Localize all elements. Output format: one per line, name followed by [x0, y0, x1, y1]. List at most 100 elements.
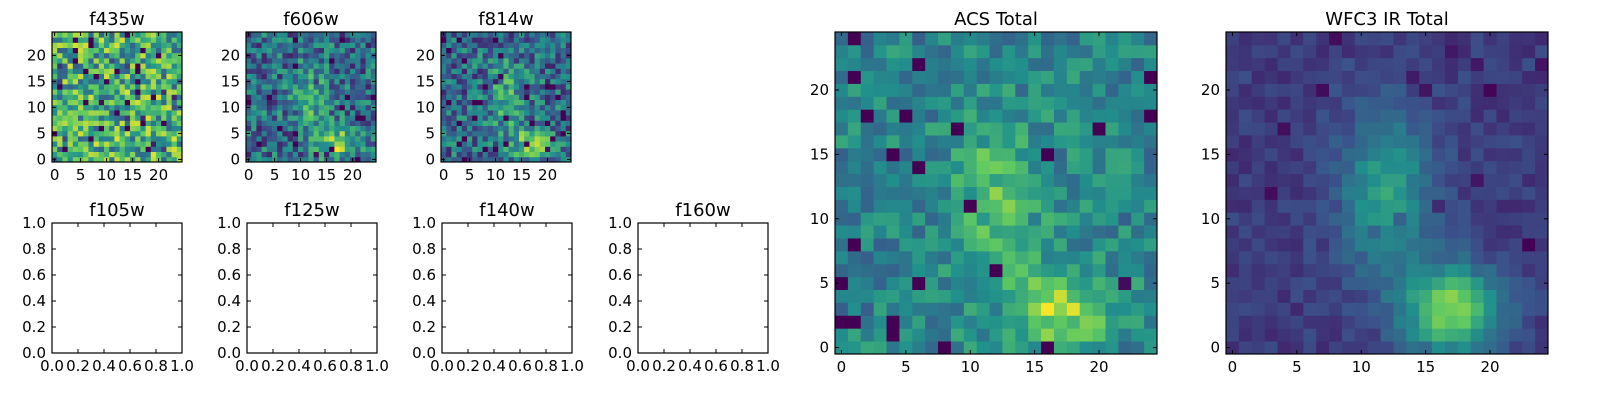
heatmap-cell [1028, 57, 1042, 72]
heatmap-cell [119, 141, 126, 147]
heatmap-cell [1354, 57, 1369, 72]
heatmap-cell [1457, 199, 1472, 213]
heatmap-cell [1028, 135, 1042, 149]
heatmap-cell [1079, 263, 1093, 278]
heatmap-cell [1251, 276, 1266, 290]
x-tick-label: 0.6 [508, 357, 532, 375]
heatmap-cell [62, 151, 68, 158]
heatmap-cell [1118, 135, 1132, 149]
heatmap-cell [938, 135, 952, 149]
heatmap-cell [963, 135, 978, 149]
heatmap-cell [989, 263, 1003, 278]
heatmap-cell [1316, 44, 1330, 59]
heatmap-cell [166, 115, 172, 121]
heatmap-cell [963, 328, 978, 342]
heatmap-cell [145, 141, 152, 147]
heatmap-cell [545, 120, 551, 126]
heatmap-cell [472, 146, 478, 152]
heatmap-cell [1509, 147, 1523, 162]
heatmap-cell [339, 73, 346, 80]
heatmap-cell [140, 42, 146, 48]
heatmap-cell [467, 89, 473, 95]
heatmap-cell [1341, 83, 1356, 97]
heatmap-cell [176, 47, 183, 54]
heatmap-cell [1238, 57, 1253, 72]
heatmap-cell [78, 151, 84, 158]
heatmap-cell [287, 94, 294, 100]
heatmap-cell [324, 99, 330, 106]
heatmap-cell [963, 109, 978, 123]
heatmap-cell [950, 109, 965, 123]
heatmap-cell [989, 199, 1003, 213]
heatmap-cell [360, 94, 366, 100]
y-tick-label: 20 [810, 81, 829, 99]
x-tick-label: 15 [1416, 358, 1435, 376]
heatmap-cell [1432, 225, 1446, 239]
heatmap-cell [451, 94, 457, 100]
heatmap-cell [93, 63, 100, 69]
heatmap-cell [303, 115, 309, 121]
heatmap-cell [140, 63, 146, 69]
heatmap-cell [446, 73, 452, 80]
heatmap-cell [1419, 83, 1433, 97]
heatmap-cell [493, 42, 499, 48]
heatmap-cell [1092, 109, 1106, 123]
heatmap-cell [1316, 315, 1330, 329]
heatmap-cell [266, 146, 273, 152]
heatmap-cell [1535, 212, 1549, 226]
heatmap-cell [287, 63, 294, 69]
heatmap-cell [1041, 315, 1055, 329]
heatmap-cell [550, 68, 556, 74]
heatmap-cell [1251, 32, 1266, 46]
heatmap-cell [124, 63, 131, 69]
heatmap-cell [67, 58, 74, 64]
heatmap-cell [524, 136, 530, 142]
heatmap-cell [550, 52, 556, 59]
heatmap-cell [360, 68, 366, 74]
heatmap-cell [93, 130, 100, 137]
y-tick-label: 15 [27, 72, 46, 90]
heatmap-cell [963, 83, 978, 97]
heatmap-cell [266, 52, 273, 59]
heatmap-cell [282, 42, 288, 48]
heatmap-cell [1092, 44, 1106, 59]
heatmap-cell [52, 99, 58, 106]
heatmap-cell [899, 238, 913, 252]
heatmap-cell [261, 84, 268, 90]
heatmap-cell [161, 63, 167, 69]
heatmap-cell [456, 73, 463, 80]
heatmap-cell [860, 212, 875, 226]
heatmap-cell [277, 52, 283, 59]
heatmap-cell [1341, 341, 1356, 355]
heatmap-cell [261, 58, 268, 64]
heatmap-cell [441, 110, 447, 116]
heatmap-cell [451, 110, 457, 116]
y-tick-label: 0.8 [217, 240, 241, 258]
heatmap-cell [1079, 250, 1093, 265]
heatmap-cell [477, 58, 483, 64]
heatmap-cell [1496, 289, 1510, 303]
heatmap-cell [482, 89, 489, 95]
heatmap-cell [1092, 238, 1106, 252]
heatmap-cell [1118, 250, 1132, 265]
heatmap-cell [524, 73, 530, 80]
heatmap-cell [1066, 70, 1081, 84]
heatmap-cell [266, 156, 273, 163]
x-tick-label: 0.8 [534, 357, 558, 375]
heatmap-cell [360, 130, 366, 137]
heatmap-cell [98, 73, 105, 80]
heatmap-cell [109, 115, 115, 121]
heatmap-cell [140, 94, 146, 100]
heatmap-cell [899, 250, 913, 265]
heatmap-cell [135, 37, 141, 43]
heatmap-cell [1432, 83, 1446, 97]
heatmap-cell [1496, 57, 1510, 72]
heatmap-cell [150, 58, 157, 64]
heatmap-cell [899, 173, 913, 187]
heatmap-cell [360, 125, 366, 132]
heatmap-cell [1277, 135, 1291, 149]
heatmap-cell [88, 89, 94, 95]
heatmap-cell [114, 99, 120, 106]
heatmap-cell [1354, 263, 1369, 278]
heatmap-cell [493, 47, 499, 54]
